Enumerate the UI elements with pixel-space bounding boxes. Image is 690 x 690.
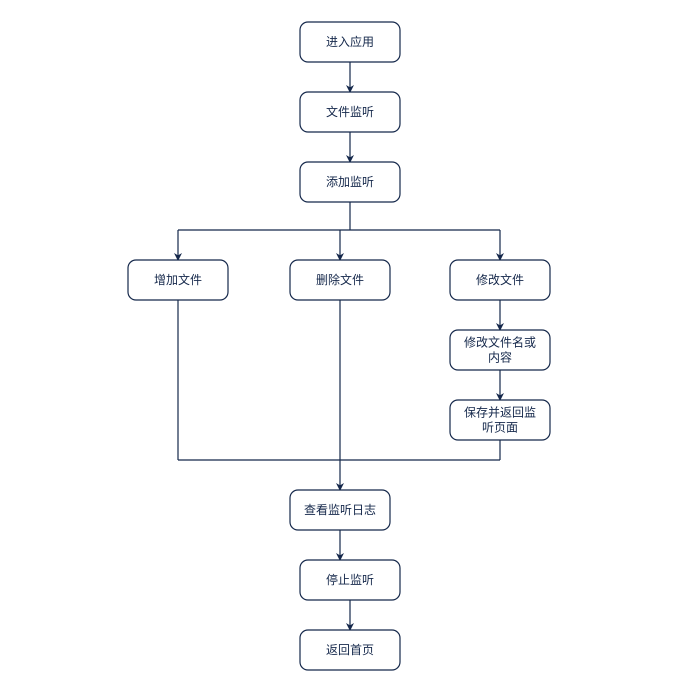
flow-node-label: 保存并返回监 xyxy=(464,406,536,420)
flow-node: 添加监听 xyxy=(300,162,400,202)
flow-node: 查看监听日志 xyxy=(290,490,390,530)
flow-node: 修改文件 xyxy=(450,260,550,300)
flow-node-label: 内容 xyxy=(488,350,512,365)
flow-node-label: 修改文件名或 xyxy=(464,335,536,350)
flow-node: 增加文件 xyxy=(128,260,228,300)
flow-node-label: 停止监听 xyxy=(326,572,374,587)
flow-node: 删除文件 xyxy=(290,260,390,300)
flow-node-label: 添加监听 xyxy=(326,175,374,189)
flow-node-label: 增加文件 xyxy=(154,272,202,287)
flow-node-label: 返回首页 xyxy=(326,643,374,657)
flow-node-label: 删除文件 xyxy=(316,272,364,287)
flow-node-label: 听页面 xyxy=(482,421,518,435)
flow-node: 保存并返回监听页面 xyxy=(450,400,550,440)
flow-node: 修改文件名或内容 xyxy=(450,330,550,370)
flow-node: 进入应用 xyxy=(300,22,400,62)
flowchart-canvas: 进入应用文件监听添加监听增加文件删除文件修改文件修改文件名或内容保存并返回监听页… xyxy=(0,0,690,690)
flow-node: 停止监听 xyxy=(300,560,400,600)
flow-node-label: 修改文件 xyxy=(476,272,524,287)
flow-node: 返回首页 xyxy=(300,630,400,670)
flow-node-label: 进入应用 xyxy=(326,34,374,49)
flow-node: 文件监听 xyxy=(300,92,400,132)
flow-node-label: 查看监听日志 xyxy=(304,503,376,517)
flow-node-label: 文件监听 xyxy=(326,104,374,119)
